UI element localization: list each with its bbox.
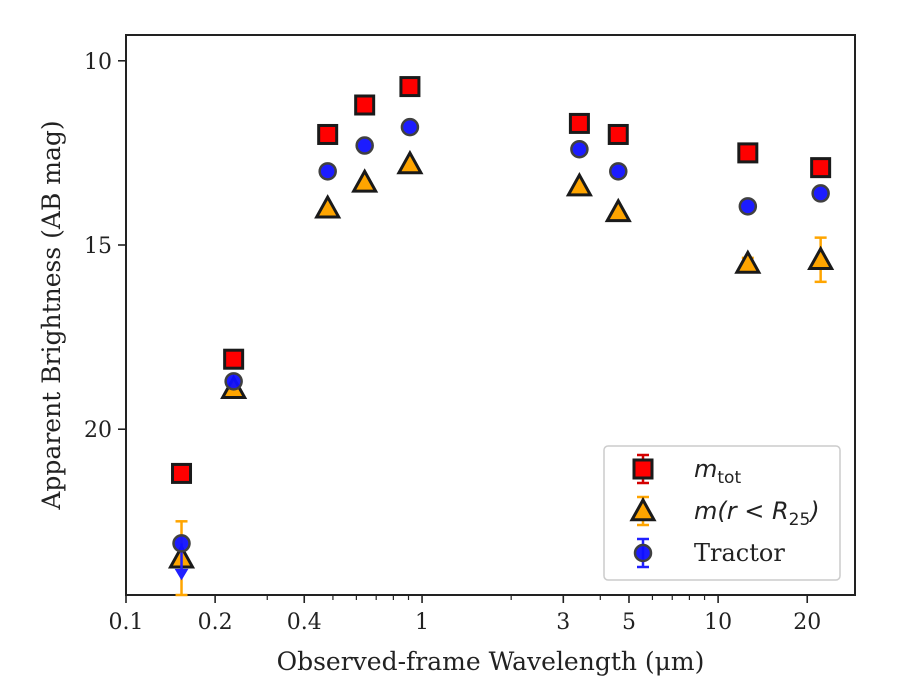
legend-marker [633, 543, 653, 563]
legend-label: m(r < R25) [694, 497, 820, 530]
legend-marker [629, 496, 657, 522]
data-point [317, 123, 339, 145]
legend: mtot m(r < R25) Tractor [603, 445, 841, 581]
data-point [807, 245, 835, 271]
data-point [811, 184, 830, 203]
y-tick-label: 10 [84, 50, 112, 75]
legend-label: mtot [694, 455, 741, 488]
data-point [396, 149, 424, 175]
data-point [738, 197, 758, 216]
x-tick-label: 5 [622, 610, 636, 635]
data-point [565, 171, 593, 197]
data-point [355, 136, 374, 155]
legend-marker [632, 458, 654, 480]
data-point [570, 139, 589, 159]
data-point [399, 76, 421, 98]
data-point [400, 117, 420, 137]
data-point [318, 162, 337, 181]
data-point [223, 348, 245, 370]
data-point [737, 142, 759, 164]
x-tick-label: 10 [704, 610, 732, 635]
data-point [314, 194, 342, 219]
axis-ticks: 0.1 0.2 0.4 1 3 5 10 20 10 15 20 [84, 50, 821, 635]
x-tick-label: 3 [556, 610, 570, 635]
x-tick-label: 0.1 [109, 610, 144, 635]
data-point [351, 168, 379, 193]
data-point [171, 462, 193, 484]
data-point [734, 249, 762, 274]
x-tick-label: 20 [793, 610, 821, 635]
y-axis-title: Apparent Brightness (AB mag) [37, 120, 66, 510]
data-point [609, 162, 628, 181]
data-point [607, 123, 629, 145]
data-point [172, 534, 191, 553]
legend-label: Tractor [694, 539, 785, 567]
data-point [604, 197, 632, 223]
data-point [810, 157, 832, 179]
series-0 [171, 76, 832, 484]
x-tick-label: 1 [415, 610, 429, 635]
upper-limit-arrow [174, 568, 189, 581]
data-marks [167, 76, 835, 597]
data-point [224, 372, 243, 391]
data-point [568, 112, 590, 134]
legend-box [603, 445, 841, 581]
series-2 [172, 117, 830, 581]
plot-frame [125, 34, 856, 596]
x-axis-title: Observed-frame Wavelength (μm) [277, 647, 705, 676]
x-tick-label: 0.4 [287, 610, 322, 635]
data-point [354, 94, 376, 116]
x-tick-label: 0.2 [198, 610, 233, 635]
plot-area [125, 34, 856, 596]
y-tick-label: 15 [84, 234, 112, 259]
y-tick-label: 20 [84, 418, 112, 443]
